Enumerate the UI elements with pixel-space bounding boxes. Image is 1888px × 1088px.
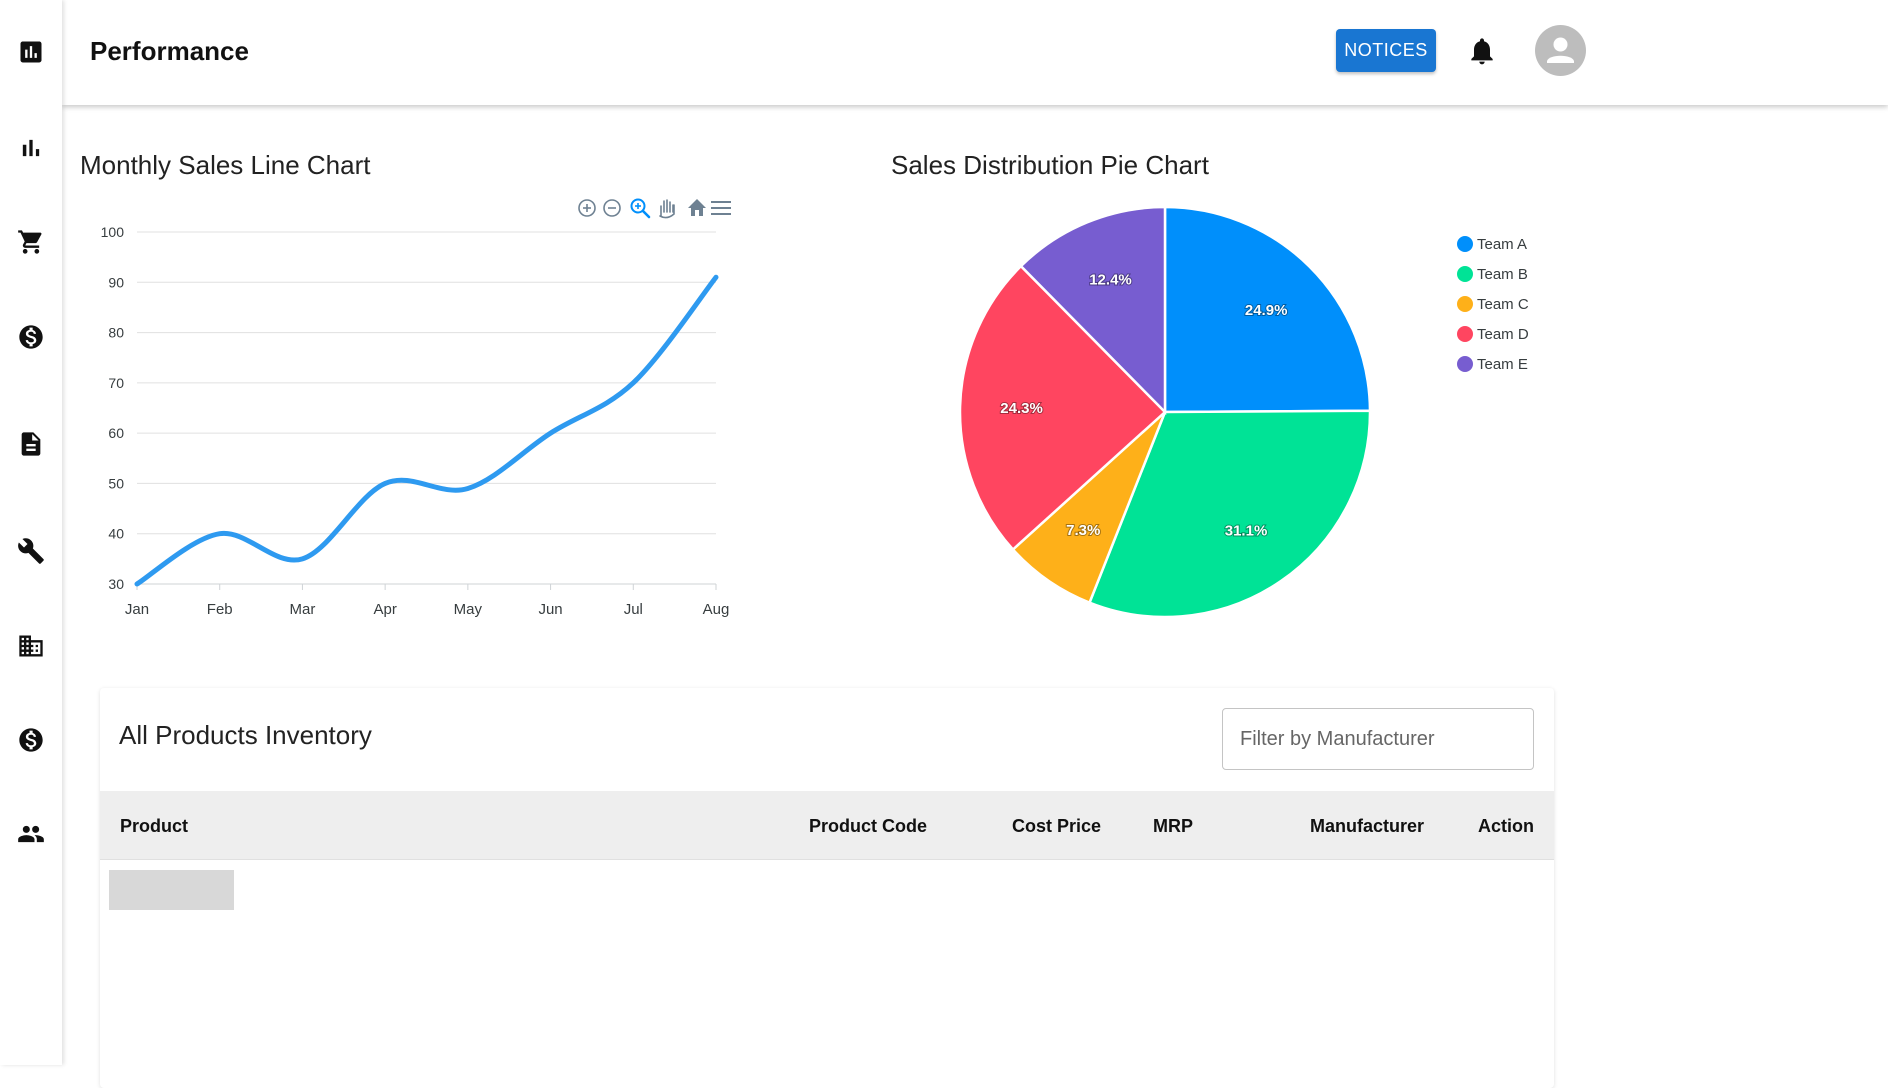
x-tick-label: Jun [538, 601, 562, 618]
line-chart-title: Monthly Sales Line Chart [80, 150, 371, 180]
sidebar-item-reports[interactable] [0, 413, 62, 475]
pie-data-label: 24.3% [1000, 400, 1043, 417]
page-title: Performance [90, 36, 249, 66]
legend-label: Team C [1477, 295, 1529, 313]
pie-slice-team-b[interactable] [1087, 409, 1372, 619]
pie-chart-title: Sales Distribution Pie Chart [891, 150, 1209, 180]
legend-marker [1457, 236, 1473, 252]
legend-label: Team D [1477, 325, 1529, 343]
avatar[interactable] [1535, 25, 1586, 76]
menu-icon[interactable] [711, 201, 731, 215]
y-tick-label: 60 [108, 425, 124, 441]
sidebar-item-performance[interactable] [0, 117, 62, 179]
inventory-card: All Products Inventory Product Product C… [100, 688, 1554, 1088]
shopping-cart-icon [18, 230, 42, 254]
x-tick-label: Feb [207, 601, 233, 618]
zoom-in-icon[interactable] [578, 199, 596, 217]
y-tick-label: 70 [108, 375, 124, 391]
bar-chart-icon [22, 139, 40, 157]
column-header-mrp[interactable]: MRP [1153, 816, 1193, 836]
notifications-button[interactable] [1466, 35, 1498, 67]
column-header-product[interactable]: Product [120, 816, 189, 836]
home-icon[interactable] [688, 199, 706, 216]
x-tick-label: May [454, 601, 483, 618]
notices-button[interactable]: NOTICES [1336, 29, 1436, 72]
sidebar-item-company[interactable] [0, 615, 62, 677]
y-tick-label: 90 [108, 274, 124, 290]
sales-line [134, 274, 719, 587]
pie-legend: Team A Team B Team C Team D Team E [1457, 229, 1529, 379]
legend-marker [1457, 326, 1473, 342]
zoom-out-icon[interactable] [603, 199, 621, 217]
pie-data-label: 7.3% [1066, 522, 1100, 539]
top-app-bar: Performance NOTICES [62, 0, 1888, 105]
line-chart: 30 40 50 60 70 80 90 100 Jan Feb Mar Apr May Jun Jul Au… [101, 198, 731, 618]
dollar-icon [19, 728, 43, 752]
inventory-title: All Products Inventory [119, 720, 372, 750]
assessment-icon [20, 41, 42, 63]
y-tick-label: 80 [108, 325, 124, 341]
x-tick-label: Aug [703, 601, 730, 618]
pie-slice-team-a[interactable] [1163, 205, 1372, 414]
sidebar-item-orders[interactable] [0, 211, 62, 273]
x-tick-label: Mar [290, 601, 316, 618]
pan-icon[interactable] [659, 199, 675, 219]
legend-item-team-b[interactable]: Team B [1457, 259, 1529, 289]
x-tick-label: Jul [624, 601, 643, 618]
legend-item-team-c[interactable]: Team C [1457, 289, 1529, 319]
legend-item-team-e[interactable]: Team E [1457, 349, 1529, 379]
document-icon [21, 432, 41, 456]
wrench-icon [18, 538, 44, 564]
bell-icon [1471, 38, 1493, 65]
sidebar [0, 0, 62, 1065]
pie-data-label: 24.9% [1245, 302, 1288, 319]
sidebar-item-payments[interactable] [0, 709, 62, 771]
column-header-cost-price[interactable]: Cost Price [1012, 816, 1102, 836]
manufacturer-filter-input[interactable] [1222, 708, 1534, 770]
sidebar-item-finance[interactable] [0, 306, 62, 368]
selection-zoom-icon[interactable] [630, 198, 651, 219]
sidebar-item-dashboard[interactable] [0, 21, 62, 83]
legend-label: Team A [1477, 235, 1528, 253]
sidebar-item-tools[interactable] [0, 520, 62, 582]
y-tick-label: 100 [101, 224, 125, 240]
product-thumbnail [109, 870, 234, 910]
legend-marker [1457, 356, 1473, 372]
y-tick-label: 30 [108, 576, 124, 592]
column-header-action[interactable]: Action [1478, 816, 1534, 836]
building-icon [19, 635, 43, 657]
pie-data-label: 12.4% [1089, 271, 1132, 288]
user-icon [1547, 37, 1574, 63]
y-tick-label: 40 [108, 526, 124, 542]
pie-slice-team-d[interactable] [958, 264, 1167, 552]
pie-slice-team-e[interactable] [1019, 205, 1167, 416]
chart-toolbar [578, 198, 731, 219]
column-header-manufacturer[interactable]: Manufacturer [1310, 816, 1425, 836]
pie-data-label: 31.1% [1225, 522, 1268, 539]
legend-marker [1457, 296, 1473, 312]
dollar-icon [19, 325, 43, 349]
y-tick-label: 50 [108, 475, 124, 491]
column-header-product-code[interactable]: Product Code [809, 816, 928, 836]
table-header: Product Product Code Cost Price MRP Manu… [100, 791, 1554, 860]
x-tick-label: Jan [125, 601, 149, 618]
legend-marker [1457, 266, 1473, 282]
x-tick-label: Apr [373, 601, 396, 618]
legend-label: Team B [1477, 265, 1528, 283]
legend-item-team-d[interactable]: Team D [1457, 319, 1529, 349]
sidebar-item-users[interactable] [0, 803, 62, 865]
pie-chart: 24.9% 31.1% 7.3% 24.3% 12.4% [958, 205, 1372, 619]
people-icon [18, 825, 44, 843]
legend-item-team-a[interactable]: Team A [1457, 229, 1529, 259]
legend-label: Team E [1477, 355, 1528, 373]
